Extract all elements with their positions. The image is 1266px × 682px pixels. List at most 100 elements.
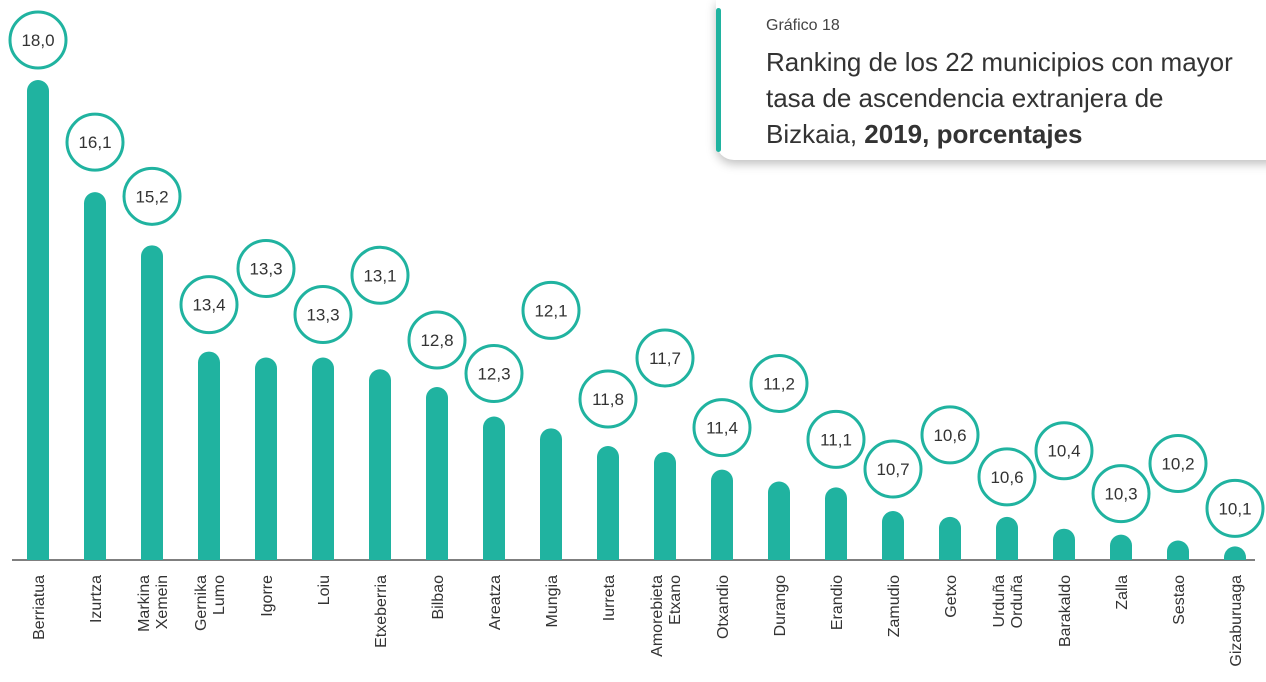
x-tick-label: Mungia [544, 575, 561, 628]
bar [84, 192, 106, 560]
value-label: 11,2 [763, 374, 795, 393]
title-bold: 2019, porcentajes [864, 119, 1083, 149]
bar [996, 516, 1018, 560]
bar [369, 369, 391, 560]
bar [540, 428, 562, 560]
value-label: 13,3 [306, 305, 339, 324]
title-text: Ranking de los 22 municipios con mayor t… [766, 47, 1233, 149]
label-bubble [122, 166, 182, 226]
x-tick-label: GernikaLumo [193, 575, 228, 631]
chart-subtitle: Gráfico 18 [766, 17, 840, 34]
value-label: 10,2 [1161, 455, 1194, 474]
value-label: 10,4 [1047, 442, 1080, 461]
value-label: 11,4 [706, 419, 738, 438]
x-tick-label: Loiu [316, 575, 333, 605]
bar [825, 487, 847, 560]
bar [882, 510, 904, 560]
x-tick-label: Gizaburuaga [1228, 575, 1245, 667]
label-bubble [350, 245, 410, 305]
x-tick-label: Otxandio [715, 575, 732, 639]
value-label: 12,3 [477, 365, 510, 384]
label-bubble [236, 238, 296, 298]
label-bubble [464, 344, 524, 404]
label-bubble [1148, 434, 1208, 494]
label-bubble [1205, 478, 1265, 538]
x-tick-label: Bilbao [430, 575, 447, 620]
value-label: 11,7 [649, 349, 681, 368]
chart-title: Ranking de los 22 municipios con mayor t… [766, 44, 1256, 152]
label-bubble [692, 398, 752, 458]
title-accent [716, 8, 721, 152]
value-label: 13,3 [249, 259, 282, 278]
bar [27, 80, 49, 560]
label-bubble [863, 439, 923, 499]
x-tick-label: Etxeberria [373, 575, 390, 648]
bar [198, 351, 220, 560]
label-bubble [920, 405, 980, 465]
bar [654, 451, 676, 560]
x-tick-label-line: Xemein [154, 575, 171, 629]
bar [1167, 540, 1189, 560]
x-tick-label: Zamudio [886, 575, 903, 637]
x-tick-label-line: Urduña [991, 575, 1008, 628]
bar [711, 469, 733, 560]
label-bubble [521, 280, 581, 340]
bar [768, 481, 790, 560]
bar [312, 357, 334, 560]
x-tick-label: Iurreta [601, 575, 618, 621]
bar [1110, 534, 1132, 560]
label-bubble [977, 447, 1037, 507]
label-bubble [635, 328, 695, 388]
x-tick-label: UrduñaOrduña [991, 575, 1026, 628]
value-label: 11,1 [820, 430, 852, 449]
label-bubble [578, 369, 638, 429]
title-card [716, 0, 1266, 160]
bar [426, 387, 448, 560]
bar [255, 357, 277, 560]
label-bubble [65, 112, 125, 172]
x-tick-label-line: Etxano [667, 575, 684, 625]
x-tick-label: AmorebietaEtxano [649, 575, 684, 657]
label-bubble [806, 409, 866, 469]
bar [597, 446, 619, 560]
x-tick-label: MarkinaXemein [136, 575, 171, 632]
x-tick-label-line: Orduña [1009, 575, 1026, 628]
value-label: 13,4 [192, 296, 225, 315]
value-label: 10,6 [933, 426, 966, 445]
bar [1053, 528, 1075, 560]
x-tick-label: Getxo [943, 575, 960, 618]
x-tick-label: Izurtza [88, 575, 105, 623]
value-label: 10,3 [1104, 485, 1137, 504]
bar [1224, 546, 1246, 560]
x-tick-label-line: Amorebieta [649, 575, 666, 657]
x-tick-label-line: Markina [136, 575, 153, 632]
value-label: 10,7 [876, 460, 909, 479]
value-label: 10,1 [1218, 499, 1251, 518]
value-label: 18,0 [21, 31, 54, 50]
x-tick-label: Berriatua [31, 575, 48, 640]
x-tick-label: Sestao [1171, 575, 1188, 625]
label-bubble [1034, 421, 1094, 481]
value-label: 12,1 [534, 301, 567, 320]
value-label: 16,1 [78, 133, 111, 152]
bar [939, 516, 961, 560]
value-label: 13,1 [363, 266, 396, 285]
value-label: 11,8 [592, 390, 624, 409]
label-bubble [179, 275, 239, 335]
x-tick-label: Durango [772, 575, 789, 636]
label-bubble [1091, 464, 1151, 524]
x-tick-label: Erandio [829, 575, 846, 630]
value-label: 15,2 [135, 187, 168, 206]
x-tick-label: Igorre [259, 575, 276, 617]
bar [141, 245, 163, 561]
x-tick-label-line: Gernika [193, 575, 210, 631]
label-bubble [407, 310, 467, 370]
value-label: 12,8 [420, 331, 453, 350]
label-bubble [8, 10, 68, 70]
x-tick-label: Areatza [487, 575, 504, 630]
bar [483, 416, 505, 560]
label-bubble [293, 284, 353, 344]
x-tick-label-line: Lumo [211, 575, 228, 615]
